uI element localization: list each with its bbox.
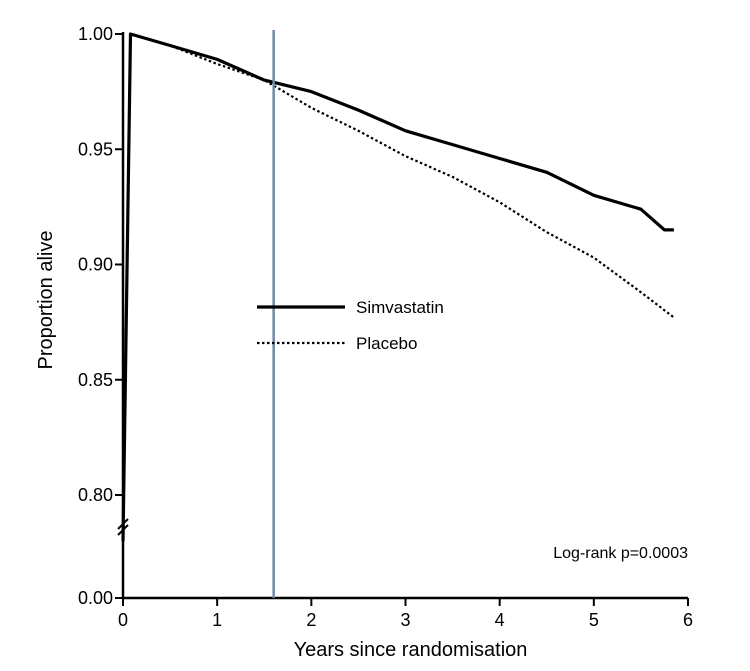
y-tick-label: 0.90 <box>78 255 113 275</box>
x-tick-label: 3 <box>400 610 410 630</box>
series-line-placebo <box>121 32 675 542</box>
x-tick-label: 1 <box>212 610 222 630</box>
x-tick-label: 2 <box>306 610 316 630</box>
x-tick-label: 0 <box>118 610 128 630</box>
legend-label-simvastatin: Simvastatin <box>356 298 444 317</box>
y-tick-label: 0.00 <box>78 588 113 608</box>
x-tick-label: 6 <box>683 610 693 630</box>
y-tick-label: 1.00 <box>78 24 113 44</box>
y-axis-title: Proportion alive <box>35 231 57 370</box>
legend: Simvastatin Placebo <box>257 298 444 353</box>
axes: 0.00 0.80 0.85 0.90 0.95 1.00 0 1 2 3 4 5 6 <box>78 24 693 630</box>
series-line-simvastatin <box>121 32 674 542</box>
legend-label-placebo: Placebo <box>356 334 417 353</box>
y-tick-label: 0.95 <box>78 139 113 159</box>
y-tick-label: 0.80 <box>78 485 113 505</box>
y-tick-label: 0.85 <box>78 370 113 390</box>
log-rank-annotation: Log-rank p=0.0003 <box>553 545 688 562</box>
x-tick-label: 4 <box>495 610 505 630</box>
x-tick-label: 5 <box>589 610 599 630</box>
x-axis-title: Years since randomisation <box>294 639 528 661</box>
series-layer <box>121 32 675 542</box>
